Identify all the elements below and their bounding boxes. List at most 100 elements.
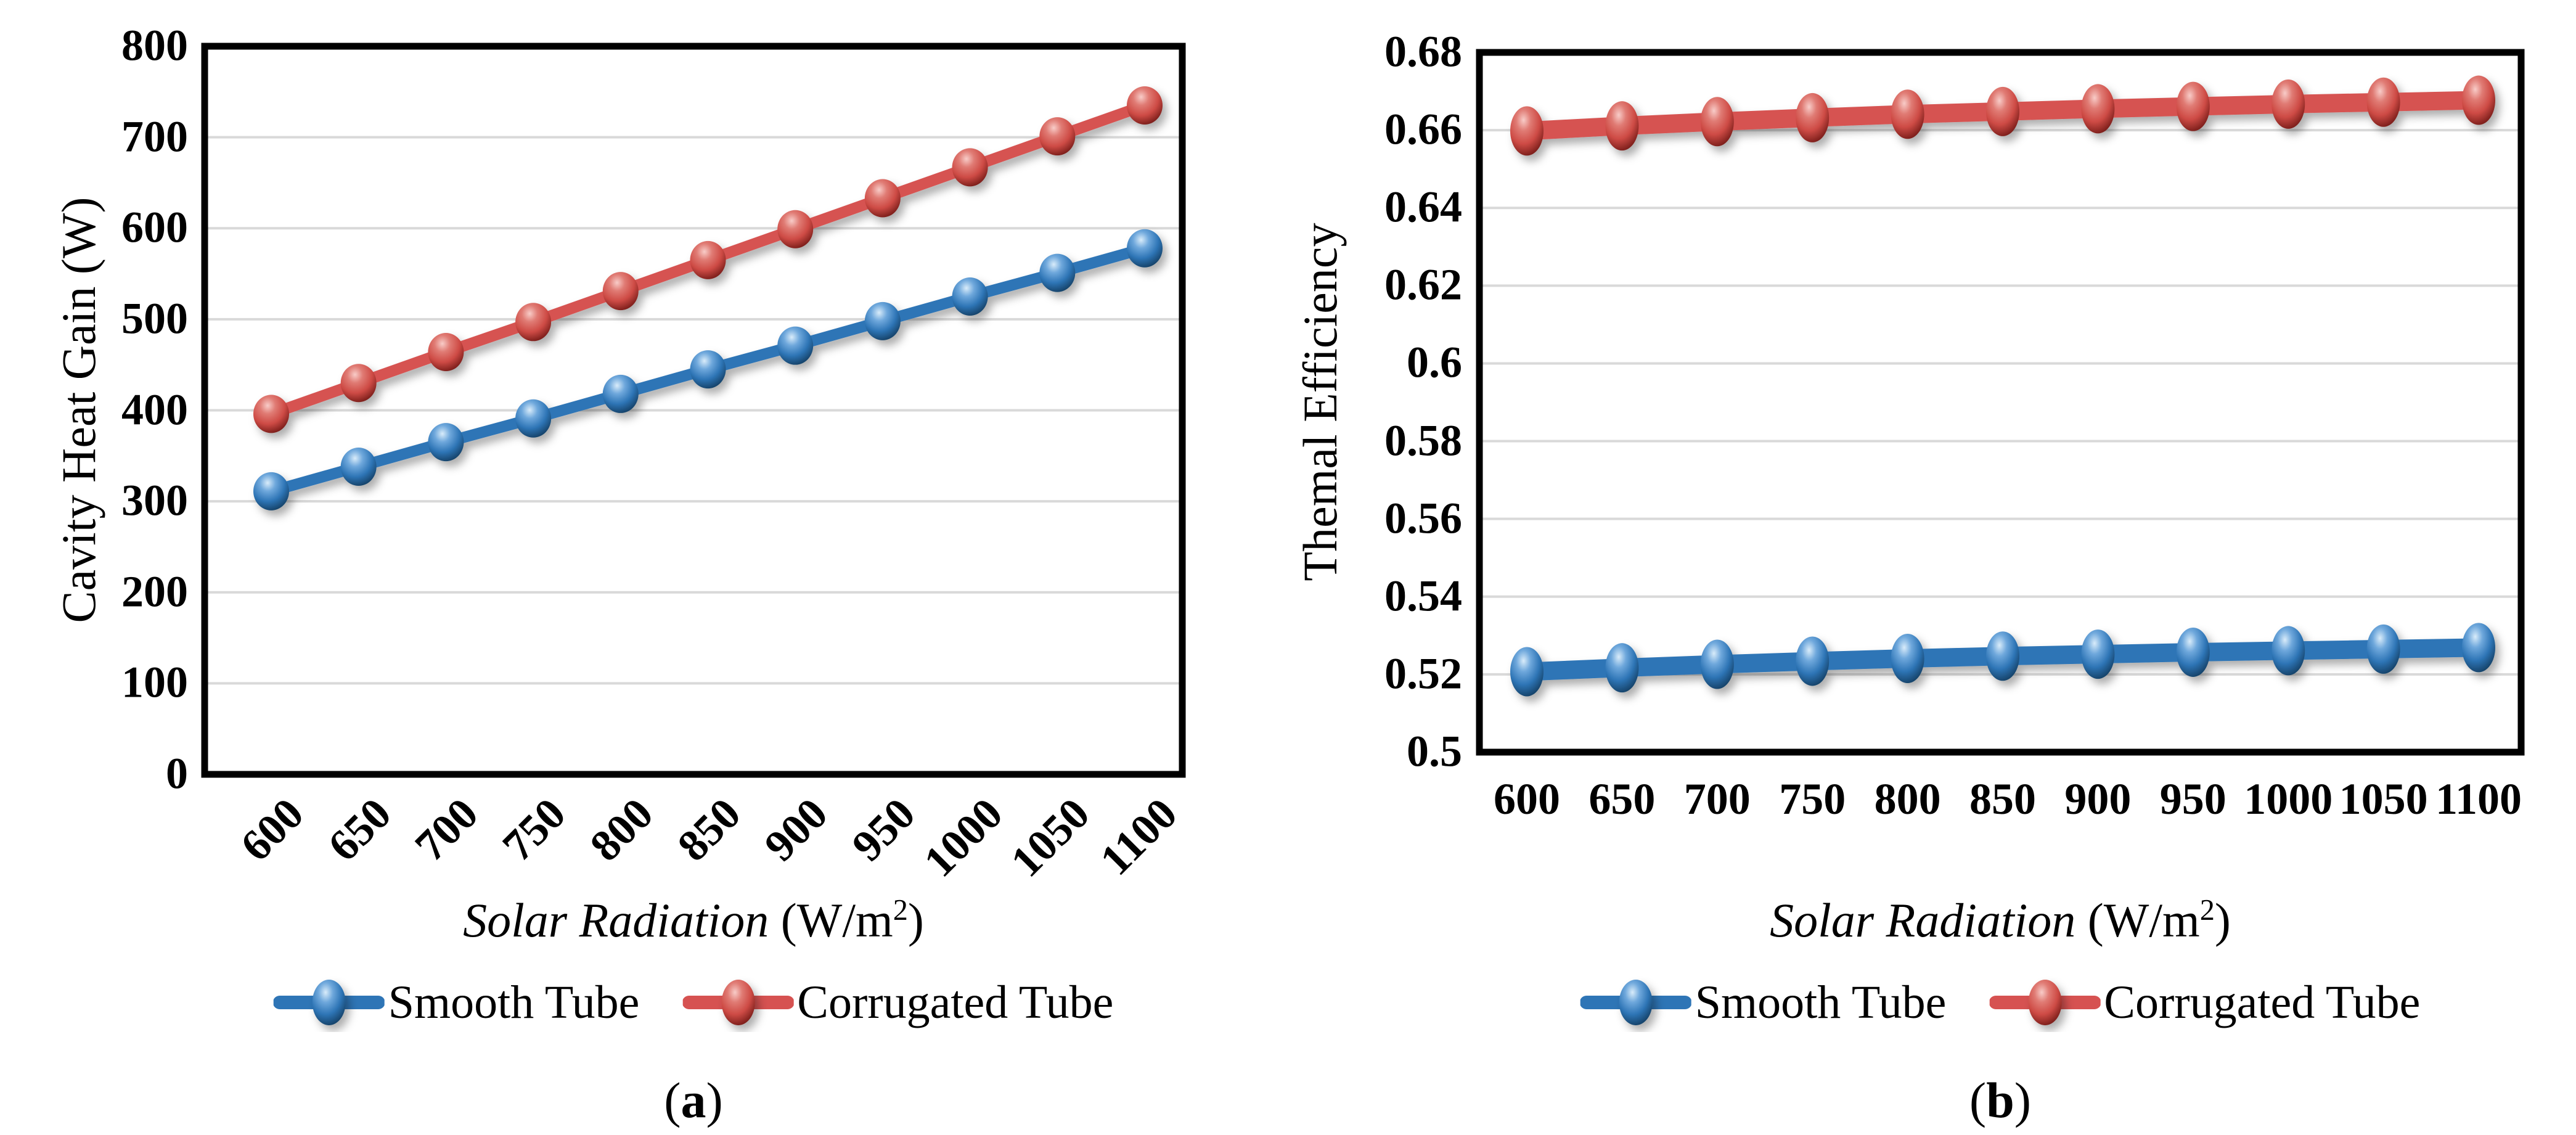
data-point-marker [1127,229,1163,268]
data-point-marker [1605,643,1639,693]
data-point-marker [253,395,289,433]
legend-label: Corrugated Tube [797,976,1114,1028]
x-tick-label: 600 [1494,774,1560,824]
y-tick-label: 0.62 [1384,260,1462,309]
y-tick-label: 0.64 [1384,182,1462,232]
y-tick-label: 0.58 [1384,416,1462,465]
x-tick-label: 1050 [2339,774,2428,824]
data-point-marker [2271,79,2305,129]
panel-a-legend: Smooth Tube Corrugated Tube [273,973,1113,1032]
x-tick-label: 700 [1683,774,1751,824]
x-tick-label: 1100 [2435,774,2522,824]
panel-b-x-title-unit: (W/m [2075,893,2200,947]
panel-a-x-axis-title: Solar Radiation (W/m2) [463,893,924,948]
data-point-marker [2081,84,2115,134]
data-point-marker [864,301,901,340]
y-tick-label: 0.52 [1384,649,1462,699]
x-tick-label: 850 [1969,774,2036,824]
data-point-marker [690,240,726,279]
plot-frame [1476,49,2525,756]
data-point-marker [428,423,464,462]
data-point-marker [2366,624,2400,674]
data-point-marker [1796,92,1830,142]
data-point-marker [253,472,289,510]
legend-label: Corrugated Tube [2104,976,2421,1028]
y-tick-label: 0.5 [1407,726,1462,776]
series-smooth-tube [253,229,1163,510]
data-point-marker [777,326,814,365]
data-point-marker [340,364,377,403]
data-point-marker [2271,626,2305,676]
data-point-marker [1510,106,1544,156]
series-smooth-tube [1510,623,2495,697]
panel-a-y-axis-title: Cavity Heat Gain (W) [52,197,105,623]
data-point-marker [1986,631,2019,681]
panel-a-x-title-unit-close: ) [907,893,924,947]
legend-entry-corrugated-tube: Corrugated Tube [1989,973,2420,1032]
panel-a-x-title-sup: 2 [893,894,908,927]
data-point-marker [2081,629,2115,679]
y-tick-label: 0.54 [1384,571,1462,621]
y-tick-label: 400 [121,385,188,435]
data-point-marker [1986,86,2019,136]
y-tick-label: 700 [121,112,188,162]
data-point-marker [2462,75,2495,125]
data-point-marker [1510,647,1544,697]
data-point-marker [515,303,552,342]
data-point-marker [777,210,814,248]
panel-b-caption: (b) [1969,1072,2032,1128]
x-tick-label: 800 [1874,774,1941,824]
y-tick-label: 500 [121,293,188,343]
data-point-marker [1700,639,1734,689]
data-point-marker [340,448,377,486]
x-tick-label: 900 [2064,774,2132,824]
y-tick-label: 0.66 [1384,104,1462,154]
y-tick-label: 0 [166,748,188,798]
x-tick-label: 950 [2159,774,2226,824]
panel-a-caption: (a) [664,1072,723,1128]
legend-entry-corrugated-tube: Corrugated Tube [682,973,1113,1032]
data-point-marker [1796,636,1830,686]
data-point-marker [1127,86,1163,125]
y-tick-label: 0.68 [1384,27,1462,76]
panel-b-legend: Smooth Tube Corrugated Tube [1580,973,2420,1032]
panel-a-x-title-unit: (W/m [769,893,893,947]
legend-label: Smooth Tube [388,976,640,1028]
series-corrugated-tube [1510,75,2495,156]
legend-marker-blue [273,980,385,1025]
panel-b-x-title-italic: Solar Radiation [1770,893,2076,947]
data-point-marker [864,179,901,218]
data-point-marker [1605,101,1639,151]
data-point-marker [1891,634,1924,684]
y-tick-label: 100 [121,657,188,707]
data-point-marker [602,272,639,311]
legend-entry-smooth-tube: Smooth Tube [1580,973,1947,1032]
data-point-marker [1891,89,1924,139]
legend-label: Smooth Tube [1695,976,1947,1028]
panel-b-x-title-sup: 2 [2199,894,2215,927]
data-point-marker [428,333,464,372]
data-point-marker [952,148,988,187]
data-point-marker [2176,81,2210,131]
panel-b-plot-area [1476,49,2525,756]
y-tick-label: 200 [121,567,188,617]
x-tick-label: 650 [1589,774,1656,824]
data-point-marker [1039,117,1076,156]
panel-a-plot-area [201,43,1186,778]
legend-marker-red [1989,980,2101,1025]
y-tick-label: 300 [121,475,188,525]
data-point-marker [2176,627,2210,677]
panel-b-y-axis-title: Themal Efficiency [1293,223,1347,581]
data-point-marker [1039,253,1076,292]
data-point-marker [690,350,726,389]
x-tick-label: 750 [1779,774,1846,824]
y-tick-label: 800 [121,20,188,70]
data-point-marker [515,399,552,438]
legend-marker-red [682,980,794,1025]
data-point-marker [952,277,988,316]
panel-b-x-title-unit-close: ) [2214,893,2231,947]
plot-frame [201,43,1186,778]
panel-a-x-title-italic: Solar Radiation [463,893,769,947]
